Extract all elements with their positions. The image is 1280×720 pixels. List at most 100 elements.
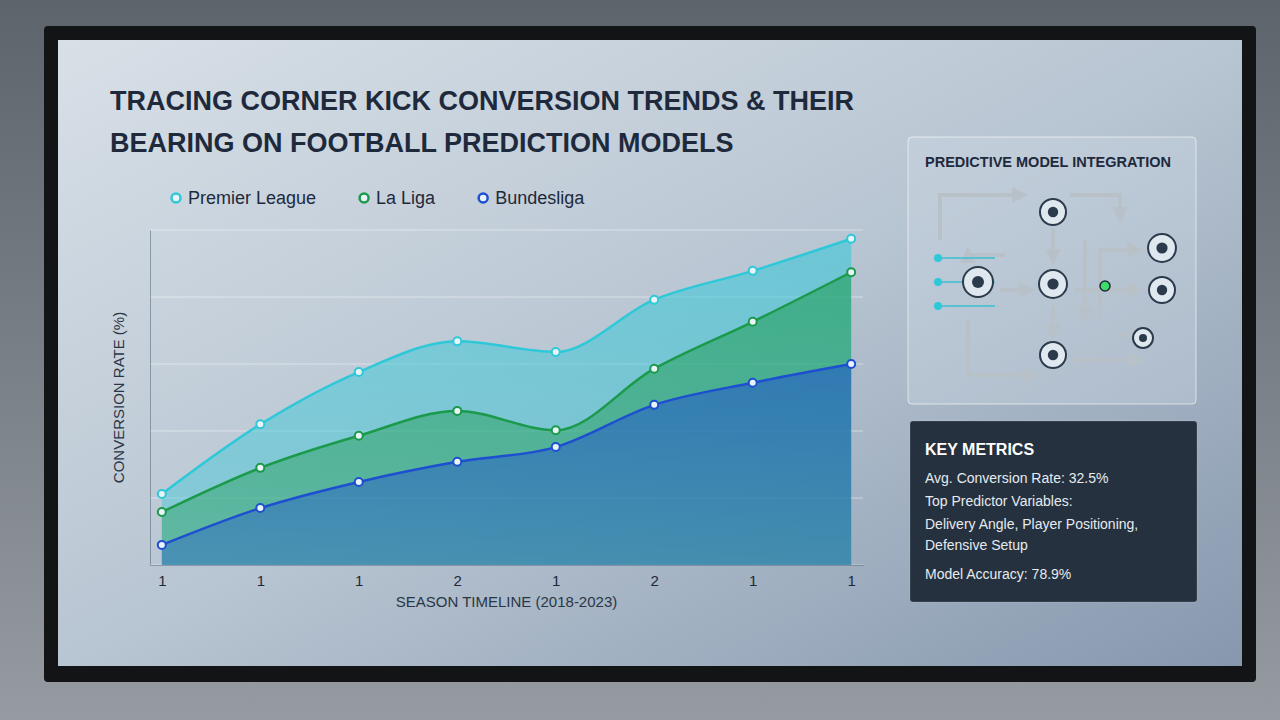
diagram-arrow xyxy=(1070,195,1120,220)
series-area xyxy=(162,239,851,565)
data-point xyxy=(650,296,658,304)
series-area xyxy=(162,364,851,565)
legend-item: La Liga xyxy=(360,188,437,208)
legend-marker xyxy=(360,194,369,203)
data-point xyxy=(453,458,461,466)
data-point xyxy=(158,541,166,549)
text-line: BEARING ON FOOTBALL PREDICTION MODELS xyxy=(110,128,734,158)
grid-line xyxy=(150,230,863,231)
data-point xyxy=(650,365,658,373)
legend-item: Bundesliga xyxy=(479,188,586,208)
data-point xyxy=(355,478,363,486)
diagram-arrow xyxy=(1072,358,1140,362)
data-point xyxy=(158,490,166,498)
x-tick-label: 1 xyxy=(158,572,166,589)
series-line xyxy=(162,272,851,512)
chart-title: TRACING CORNER KICK CONVERSION TRENDS & … xyxy=(110,86,854,158)
x-tick: 2 xyxy=(454,572,462,589)
key-metrics-title: KEY METRICS xyxy=(925,441,1034,458)
x-tick-label: 1 xyxy=(552,572,560,589)
diagram-link xyxy=(938,257,995,259)
x-tick: 1 xyxy=(552,572,560,589)
key-metric: Delivery Angle, Player Positioning, Defen… xyxy=(925,516,1138,553)
diagram-hub xyxy=(1100,281,1110,291)
diagram-node-core xyxy=(1156,242,1167,253)
screen xyxy=(58,40,1242,666)
diagram-node xyxy=(1039,270,1067,298)
plot-area xyxy=(158,235,855,565)
key-metrics-panel xyxy=(910,421,1197,602)
x-tick: 2 xyxy=(651,572,659,589)
x-tick-label: 1 xyxy=(257,572,265,589)
data-point xyxy=(650,401,658,409)
data-point xyxy=(256,504,264,512)
x-axis-title: SEASON TIMELINE (2018-2023) xyxy=(396,593,617,610)
x-tick: 1 xyxy=(257,572,265,589)
model-panel-title: PREDICTIVE MODEL INTEGRATION xyxy=(925,154,1171,170)
x-axis: 1 1 1 2 1 2 1 1 xyxy=(151,566,864,589)
x-tick-label: 2 xyxy=(454,572,462,589)
legend-marker xyxy=(479,194,488,203)
text-line: Delivery Angle, Player Positioning, xyxy=(925,516,1138,532)
text-line: Top Predictor Variables: xyxy=(925,493,1073,509)
text-line: TRACING CORNER KICK CONVERSION TRENDS & … xyxy=(110,86,854,116)
diagram-dot xyxy=(934,302,942,310)
series-line xyxy=(162,364,851,545)
data-point xyxy=(749,318,757,326)
data-point xyxy=(453,337,461,345)
diagram-node-core xyxy=(1157,285,1167,295)
data-point xyxy=(847,360,855,368)
diagram-link xyxy=(938,305,995,307)
legend-label: Bundesliga xyxy=(495,188,585,208)
grid xyxy=(150,230,863,565)
model-diagram xyxy=(934,195,1176,375)
chart-root: TRACING CORNER KICK CONVERSION TRENDS & … xyxy=(0,0,1280,720)
x-axis-line xyxy=(151,565,864,566)
diagram-arrow xyxy=(1051,228,1055,262)
model-panel xyxy=(908,137,1196,404)
data-point xyxy=(256,420,264,428)
legend: Premier League La Liga Bundesliga xyxy=(172,188,586,208)
diagram-node-core xyxy=(1139,334,1147,342)
screen-bezel xyxy=(44,26,1256,682)
data-point xyxy=(355,432,363,440)
data-point xyxy=(847,268,855,276)
data-point xyxy=(355,368,363,376)
x-tick-label: 1 xyxy=(749,572,757,589)
text-line: Model Accuracy: 78.9% xyxy=(925,566,1071,582)
key-metric: Model Accuracy: 78.9% xyxy=(925,566,1071,582)
diagram-dot xyxy=(934,278,942,286)
x-tick-label: 1 xyxy=(355,572,363,589)
data-point xyxy=(847,235,855,243)
diagram-node xyxy=(1040,199,1066,225)
diagram-arrow xyxy=(1051,305,1055,337)
y-axis-line xyxy=(150,231,151,566)
diagram-node-core xyxy=(1048,207,1058,217)
diagram-node-core xyxy=(1047,278,1058,289)
diagram-dot xyxy=(934,254,942,262)
key-metric: Avg. Conversion Rate: 32.5% xyxy=(925,470,1108,486)
y-axis-title: CONVERSION RATE (%) xyxy=(110,312,127,483)
legend-item: Premier League xyxy=(172,188,317,208)
diagram-arrow xyxy=(1100,250,1140,320)
y-axis xyxy=(150,231,152,566)
text-line: Defensive Setup xyxy=(925,537,1028,553)
x-tick-label: 1 xyxy=(848,572,856,589)
diagram-node xyxy=(1040,342,1066,368)
x-tick: 1 xyxy=(749,572,757,589)
chart-svg: TRACING CORNER KICK CONVERSION TRENDS & … xyxy=(0,0,1280,720)
diagram-node xyxy=(1133,328,1153,348)
data-point xyxy=(453,407,461,415)
legend-label: La Liga xyxy=(376,188,436,208)
data-point xyxy=(158,508,166,516)
x-tick: 1 xyxy=(355,572,363,589)
data-point xyxy=(552,443,560,451)
diagram-node xyxy=(1148,234,1176,262)
x-tick-label: 2 xyxy=(651,572,659,589)
x-tick: 1 xyxy=(848,572,856,589)
diagram-arrow xyxy=(940,195,1025,240)
data-point xyxy=(552,426,560,434)
data-point xyxy=(552,348,560,356)
data-point xyxy=(749,267,757,275)
legend-marker xyxy=(172,194,181,203)
